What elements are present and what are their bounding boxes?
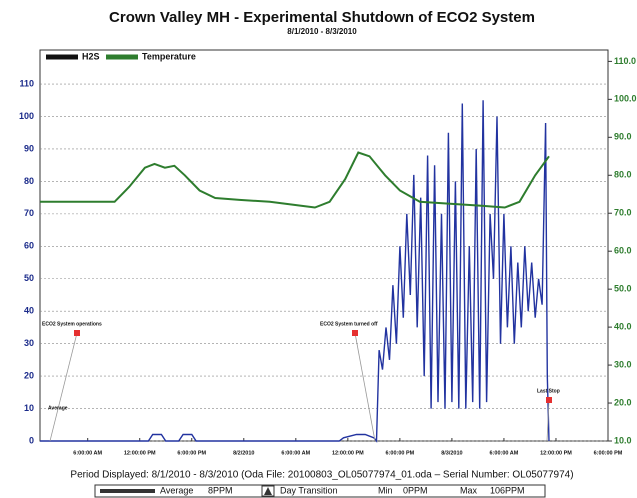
y-tick-label: 0 — [29, 435, 34, 445]
legend-bg — [41, 51, 241, 63]
x-tick-label: 6:00:00 AM — [73, 450, 102, 456]
footer-legend-text: 8PPM — [208, 485, 233, 495]
footer-legend-triangle — [264, 487, 272, 495]
x-tick-label: 6:00:00 AM — [490, 450, 519, 456]
y2-tick-label: 90.0 — [614, 132, 632, 142]
annotation-label: Last Stop — [537, 388, 560, 394]
annotation-label: ECO2 System operations — [42, 321, 102, 327]
y2-tick-label: 30.0 — [614, 359, 632, 369]
y-tick-label: 30 — [24, 338, 34, 348]
y-tick-label: 80 — [24, 176, 34, 186]
footer-period: Period Displayed: 8/1/2010 - 8/3/2010 (O… — [70, 470, 573, 481]
footer-legend-text: Day Transition — [280, 485, 338, 495]
x-tick-label: 12:00:00 PM — [124, 450, 156, 456]
plot-area — [39, 49, 609, 442]
annotation-label: ECO2 System turned off — [320, 321, 378, 327]
legend-label: H2S — [82, 51, 100, 61]
y-tick-label: 10 — [24, 403, 34, 413]
y-tick-label: 20 — [24, 370, 34, 380]
legend-label: Temperature — [142, 51, 196, 61]
y-tick-label: 100 — [19, 111, 34, 121]
x-tick-label: 6:00:00 PM — [594, 450, 623, 456]
series-line — [40, 100, 550, 443]
annotation-marker — [74, 330, 80, 336]
y-tick-label: 110 — [19, 78, 34, 88]
y2-tick-label: 50.0 — [614, 284, 632, 294]
annotation-marker — [352, 330, 358, 336]
chart-title: Crown Valley MH - Experimental Shutdown … — [109, 9, 535, 26]
y2-tick-label: 70.0 — [614, 208, 632, 218]
x-tick-label: 8/3/2010 — [441, 450, 462, 456]
annotation-label: Average — [48, 405, 68, 411]
y-tick-label: 90 — [24, 143, 34, 153]
x-tick-label: 8/2/2010 — [233, 450, 254, 456]
y2-tick-label: 100.0 — [614, 94, 637, 104]
y2-tick-label: 80.0 — [614, 170, 632, 180]
x-tick-label: 12:00:00 PM — [332, 450, 364, 456]
chart-subtitle: 8/1/2010 - 8/3/2010 — [287, 27, 357, 36]
series-line — [40, 151, 550, 209]
annotation-leader — [354, 332, 376, 442]
footer-legend-box — [94, 484, 546, 498]
x-tick-label: 6:00:00 PM — [386, 450, 415, 456]
footer-legend-icon — [261, 485, 275, 497]
y2-tick-label: 10.0 — [614, 435, 632, 445]
footer-legend-text: Min — [378, 485, 393, 495]
y2-tick-label: 110.0 — [614, 56, 636, 66]
y2-tick-label: 40.0 — [614, 321, 632, 331]
footer-legend-text: Average — [160, 485, 193, 495]
footer-legend-text: 0PPM — [403, 485, 428, 495]
y2-tick-label: 20.0 — [614, 397, 632, 407]
x-tick-label: 6:00:00 PM — [177, 450, 206, 456]
y-tick-label: 50 — [24, 273, 34, 283]
annotation-leader — [49, 332, 78, 442]
annotation-leader — [546, 399, 550, 442]
y2-tick-label: 60.0 — [614, 246, 632, 256]
y-tick-label: 60 — [24, 241, 34, 251]
y-tick-label: 70 — [24, 208, 34, 218]
y-tick-label: 40 — [24, 306, 34, 316]
footer-legend-text: 106PPM — [490, 485, 525, 495]
x-tick-label: 12:00:00 PM — [540, 450, 572, 456]
x-tick-label: 6:00:00 AM — [281, 450, 310, 456]
annotation-marker — [546, 397, 552, 403]
footer-legend-text: Max — [460, 485, 478, 495]
